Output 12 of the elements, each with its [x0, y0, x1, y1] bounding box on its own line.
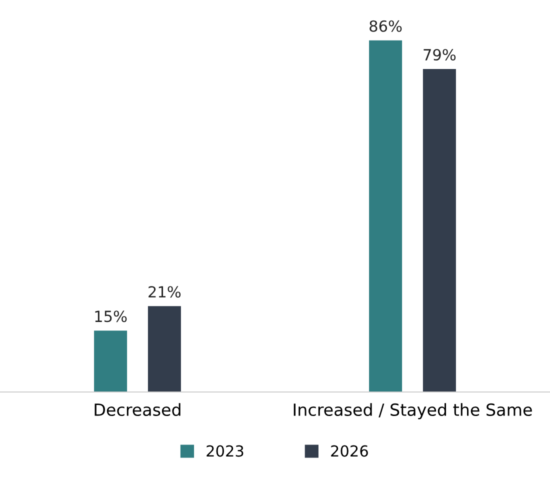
bar [369, 40, 402, 392]
bar [422, 69, 456, 392]
data-label: 21% [148, 286, 181, 298]
data-label: 15% [95, 310, 127, 322]
legend-label: 2026 [331, 445, 368, 457]
data-label: 86% [370, 20, 402, 32]
legend-label: 2023 [206, 445, 244, 457]
bar [148, 306, 181, 392]
data-label: 79% [424, 48, 456, 61]
x-tick-label: Increased / Stayed the Same [294, 403, 532, 420]
x-tick-label: Decreased [94, 403, 180, 416]
bar [94, 330, 128, 392]
